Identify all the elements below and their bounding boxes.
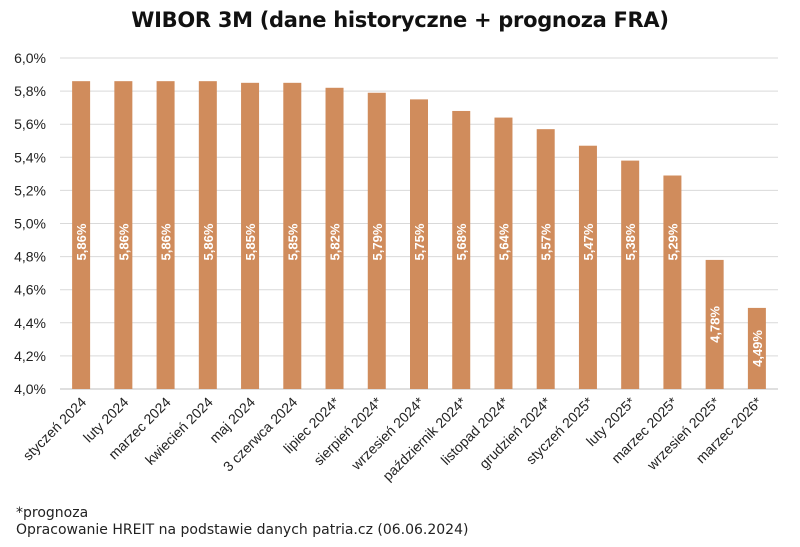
bar [325,87,344,389]
data-label: 5,86% [201,223,216,260]
bar [663,175,682,389]
data-label: 5,86% [116,223,131,260]
y-tick-label: 4,4% [14,315,46,331]
data-label: 5,86% [74,223,89,260]
y-tick-label: 5,0% [14,216,46,232]
x-tick-label: wrzesień 2025* [643,393,723,473]
data-label: 5,75% [412,223,427,260]
bar [705,259,724,389]
data-label: 5,85% [285,223,300,260]
source-note: Opracowanie HREIT na podstawie danych pa… [16,522,469,538]
bar [452,110,471,390]
data-label: 5,86% [159,223,174,260]
data-label: 4,49% [750,330,765,367]
bar [578,145,597,389]
bar [156,81,175,390]
bar [494,117,513,389]
x-tick-label: wrzesień 2024* [347,393,427,473]
y-tick-label: 4,0% [14,381,46,397]
data-label: 5,38% [623,223,638,260]
chart-title: WIBOR 3M (dane historyczne + prognoza FR… [131,8,669,32]
y-tick-label: 5,6% [14,116,46,132]
forecast-note: *prognoza [16,505,89,521]
data-label: 5,85% [243,223,258,260]
data-label: 5,57% [539,223,554,260]
y-tick-label: 6,0% [14,50,46,66]
bar [72,81,91,390]
y-tick-label: 5,4% [14,149,46,165]
bar [283,82,302,389]
bar [410,99,428,389]
y-tick-label: 4,6% [14,282,46,298]
data-label: 5,29% [665,223,680,260]
y-tick-label: 5,2% [14,182,46,198]
data-label: 4,78% [708,306,723,343]
bar [367,92,386,389]
y-tick-label: 5,8% [14,83,46,99]
bar [241,82,260,389]
data-label: 5,68% [454,223,469,260]
data-label: 5,64% [496,223,511,260]
bar-chart: 4,0% 4,2% 4,4% 4,6% 4,8% 5,0% 5,2% 5,4% 5,6% 5,8%… [14,50,778,484]
data-label: 5,82% [328,223,343,260]
bar [747,307,766,389]
bar [198,81,217,390]
data-label: 5,47% [581,223,596,260]
bar [621,160,640,389]
x-tick-label: styczeń 2024 [20,394,90,464]
bar [114,81,133,390]
data-label: 5,79% [370,223,385,260]
x-tick-label: 3 czerwca 2024 [220,394,301,475]
y-tick-label: 4,2% [14,348,46,364]
bar [536,129,555,390]
y-tick-label: 4,8% [14,249,46,265]
